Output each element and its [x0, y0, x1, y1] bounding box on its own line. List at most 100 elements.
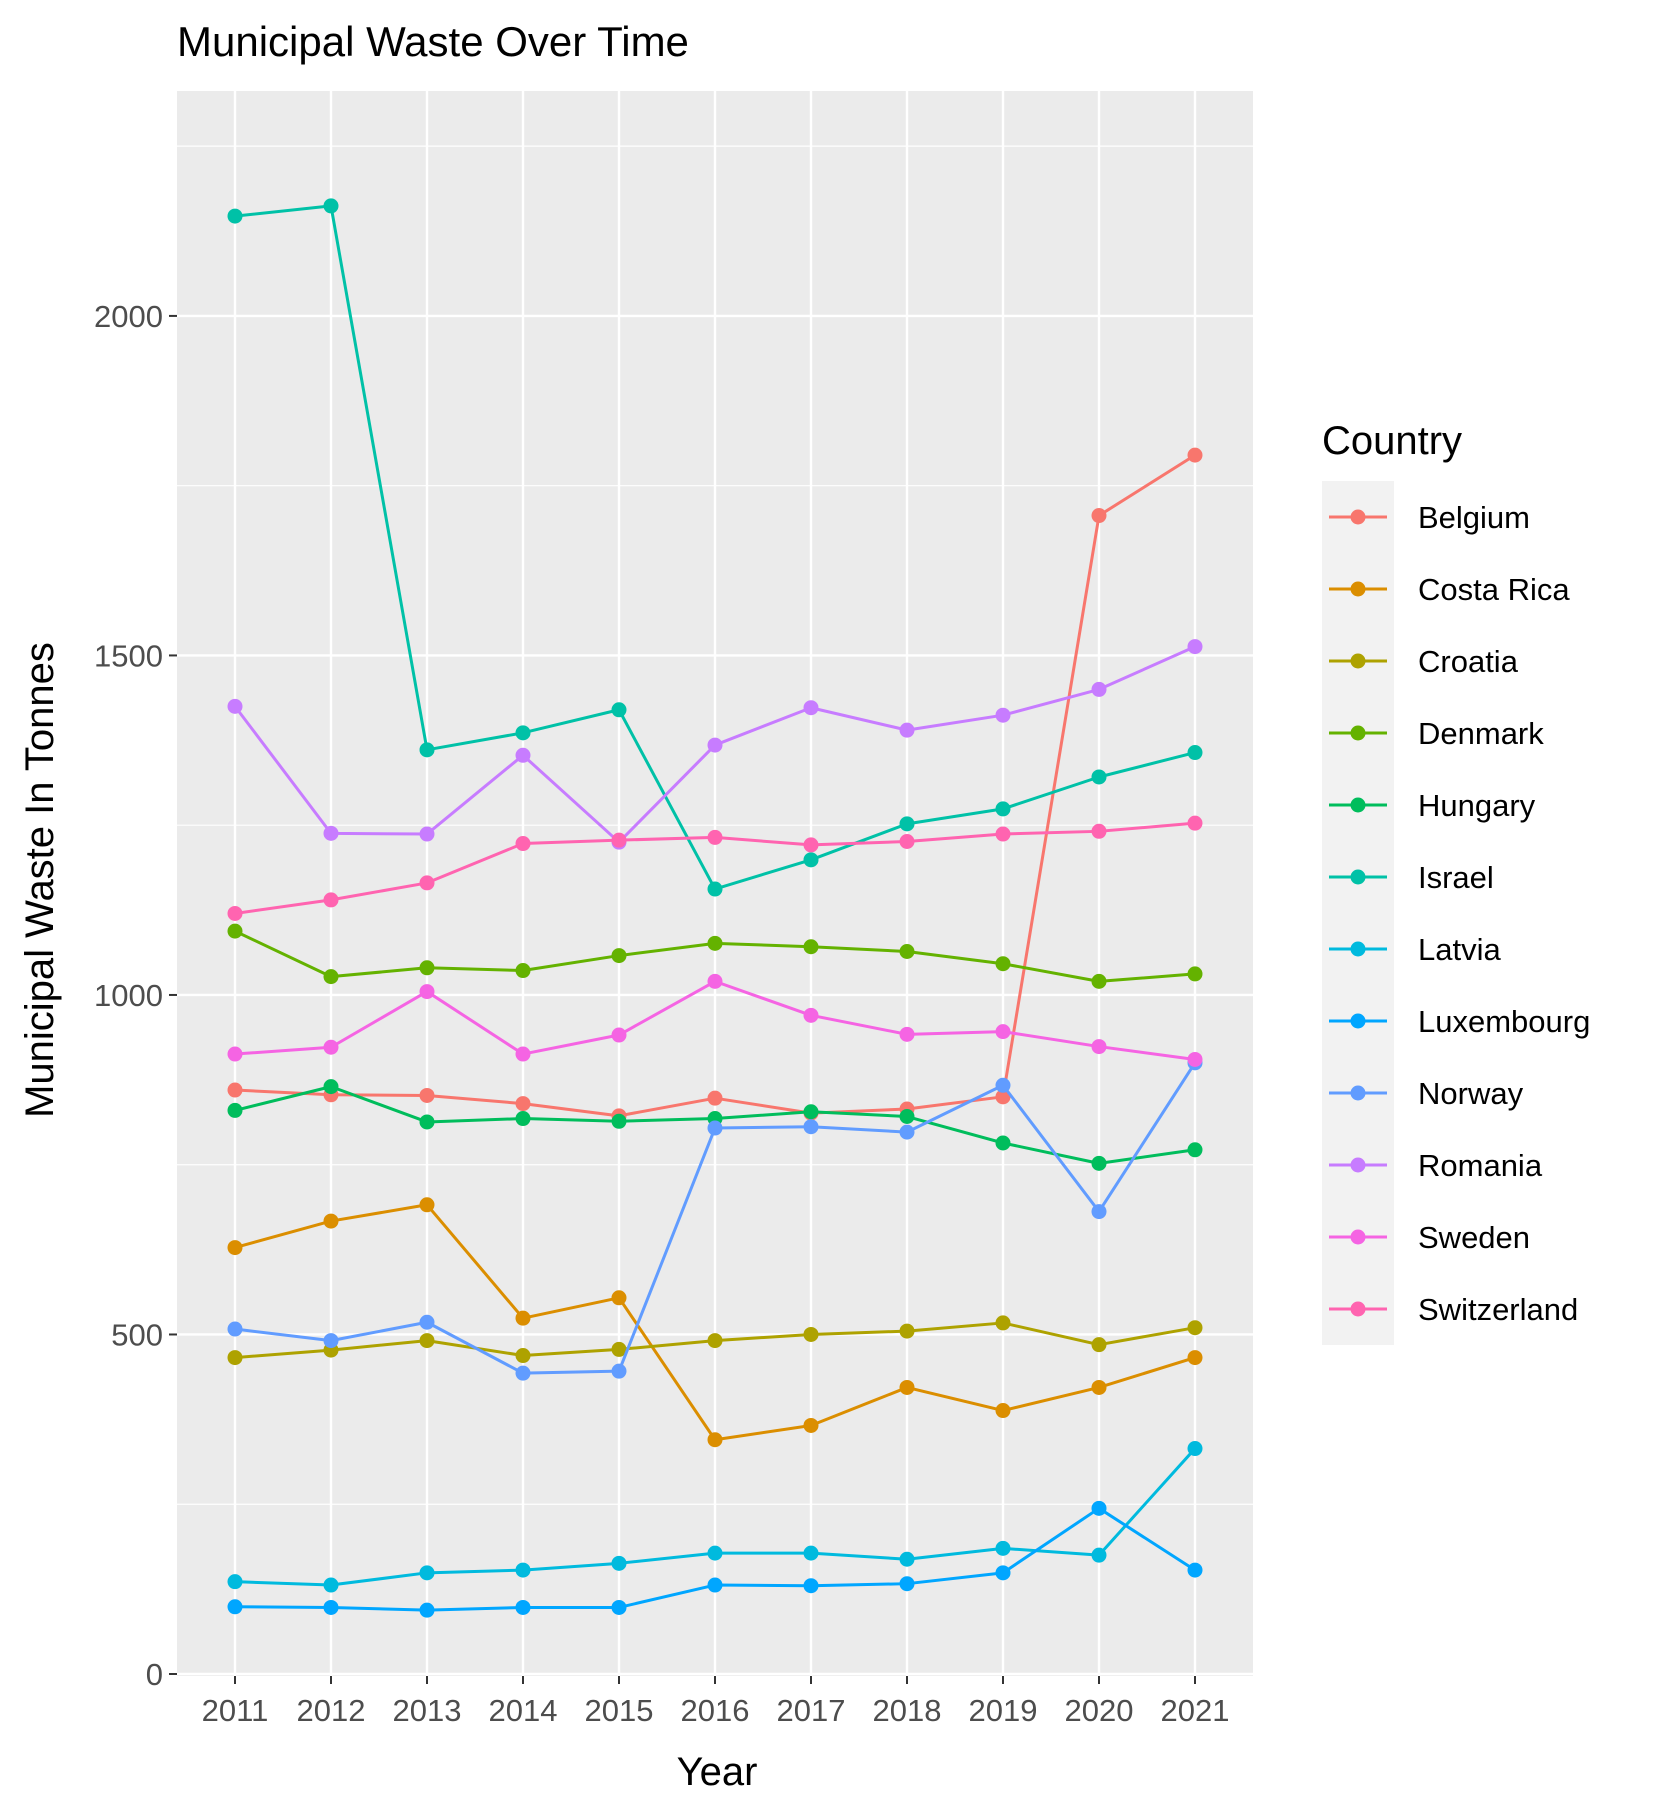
data-point-norway: [803, 1119, 819, 1135]
data-point-switzerland: [515, 836, 531, 852]
data-point-costa-rica: [1187, 1350, 1203, 1366]
data-point-norway: [227, 1321, 243, 1337]
data-point-sweden: [227, 1046, 243, 1062]
data-point-denmark: [803, 939, 819, 955]
legend-key-point: [1350, 1013, 1366, 1029]
legend-label: Sweden: [1418, 1220, 1530, 1255]
data-point-croatia: [803, 1326, 819, 1342]
data-point-luxembourg: [515, 1599, 531, 1615]
data-point-sweden: [899, 1026, 915, 1042]
data-point-hungary: [1091, 1155, 1107, 1171]
x-tick-label: 2019: [969, 1693, 1038, 1728]
data-point-costa-rica: [1091, 1379, 1107, 1395]
series-layer: [227, 198, 1203, 1618]
data-point-romania: [707, 737, 723, 753]
data-point-hungary: [995, 1135, 1011, 1151]
data-point-hungary: [899, 1109, 915, 1125]
data-point-latvia: [515, 1562, 531, 1578]
data-point-romania: [1091, 681, 1107, 697]
data-point-sweden: [611, 1027, 627, 1043]
data-point-latvia: [995, 1540, 1011, 1556]
data-point-switzerland: [419, 875, 435, 891]
legend-key-point: [1350, 653, 1366, 669]
legend-label: Luxembourg: [1418, 1004, 1590, 1039]
legend-item-romania: Romania: [1329, 1148, 1543, 1183]
data-point-latvia: [611, 1555, 627, 1571]
data-point-hungary: [803, 1104, 819, 1120]
chart-title: Municipal Waste Over Time: [177, 18, 689, 65]
data-point-sweden: [803, 1007, 819, 1023]
legend-label: Romania: [1418, 1148, 1543, 1183]
legend-label: Croatia: [1418, 644, 1519, 679]
legend-label: Costa Rica: [1418, 572, 1570, 607]
data-point-romania: [995, 707, 1011, 723]
data-point-hungary: [227, 1102, 243, 1118]
data-point-israel: [995, 801, 1011, 817]
series-switzerland: [227, 815, 1203, 921]
data-point-costa-rica: [419, 1197, 435, 1213]
data-point-romania: [323, 825, 339, 841]
data-point-israel: [323, 198, 339, 214]
data-point-romania: [803, 700, 819, 716]
data-point-latvia: [227, 1574, 243, 1590]
data-point-hungary: [1187, 1142, 1203, 1158]
y-axis-title: Municipal Waste In Tonnes: [18, 642, 62, 1118]
y-tick-label: 1500: [94, 638, 163, 673]
data-point-luxembourg: [419, 1602, 435, 1618]
data-point-switzerland: [611, 832, 627, 848]
legend-item-norway: Norway: [1329, 1076, 1524, 1111]
data-point-latvia: [899, 1551, 915, 1567]
legend-key-point: [1350, 1301, 1366, 1317]
data-point-latvia: [707, 1545, 723, 1561]
legend-label: Israel: [1418, 860, 1494, 895]
data-point-israel: [899, 816, 915, 832]
legend-label: Switzerland: [1418, 1292, 1578, 1327]
data-point-israel: [707, 881, 723, 897]
data-point-luxembourg: [611, 1599, 627, 1615]
data-point-costa-rica: [803, 1417, 819, 1433]
legend-item-switzerland: Switzerland: [1329, 1292, 1578, 1327]
data-point-denmark: [1187, 966, 1203, 982]
y-tick-label: 500: [111, 1317, 163, 1352]
data-point-croatia: [611, 1341, 627, 1357]
data-point-latvia: [803, 1545, 819, 1561]
data-point-denmark: [419, 960, 435, 976]
data-point-croatia: [899, 1323, 915, 1339]
data-point-hungary: [419, 1114, 435, 1130]
legend-key-point: [1350, 941, 1366, 957]
legend-item-belgium: Belgium: [1329, 500, 1530, 535]
data-point-belgium: [707, 1090, 723, 1106]
legend-item-hungary: Hungary: [1329, 788, 1536, 823]
x-tick-label: 2011: [202, 1693, 269, 1728]
data-point-romania: [227, 698, 243, 714]
legend-key-point: [1350, 1157, 1366, 1173]
data-point-luxembourg: [227, 1599, 243, 1615]
data-point-luxembourg: [707, 1577, 723, 1593]
data-point-costa-rica: [611, 1290, 627, 1306]
series-denmark: [227, 923, 1203, 989]
data-point-costa-rica: [323, 1213, 339, 1229]
data-point-costa-rica: [515, 1310, 531, 1326]
data-point-norway: [1091, 1204, 1107, 1220]
x-tick-label: 2018: [873, 1693, 942, 1728]
legend-label: Belgium: [1418, 500, 1530, 535]
data-point-luxembourg: [323, 1599, 339, 1615]
data-point-sweden: [1187, 1051, 1203, 1067]
data-point-denmark: [995, 956, 1011, 972]
data-point-norway: [611, 1363, 627, 1379]
x-axis: 2011 2012 2013 2014 2015 2016 2017 2018 2019 2020…: [202, 1676, 1229, 1728]
data-point-sweden: [707, 973, 723, 989]
legend-key-point: [1350, 509, 1366, 525]
x-tick-label: 2015: [585, 1693, 654, 1728]
data-point-latvia: [1187, 1441, 1203, 1457]
data-point-croatia: [707, 1333, 723, 1349]
series-costa-rica: [227, 1197, 1203, 1448]
legend-label: Norway: [1418, 1076, 1524, 1111]
data-point-croatia: [227, 1350, 243, 1366]
data-point-israel: [803, 852, 819, 868]
y-tick-label: 1000: [94, 978, 163, 1013]
data-point-latvia: [419, 1565, 435, 1581]
data-point-norway: [515, 1365, 531, 1381]
legend-item-croatia: Croatia: [1329, 644, 1519, 679]
